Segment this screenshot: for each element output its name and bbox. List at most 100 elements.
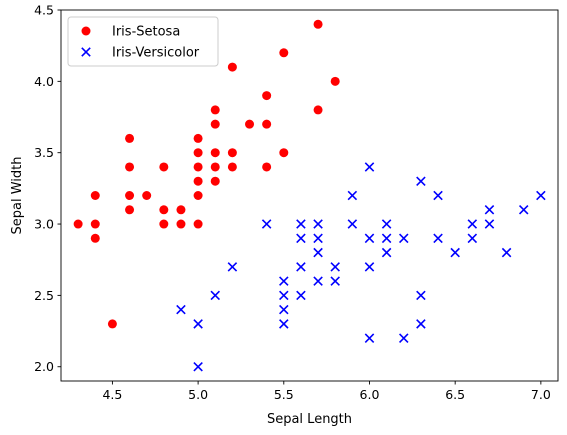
- versicolor-point: [330, 276, 340, 286]
- versicolor-point: [364, 262, 375, 272]
- setosa-point: [210, 119, 220, 129]
- legend-marker-versicolor: [81, 47, 91, 57]
- versicolor-point: [193, 319, 203, 329]
- setosa-point: [125, 162, 135, 172]
- setosa-point: [279, 148, 289, 158]
- x-marker-stroke: [313, 247, 323, 258]
- setosa-point: [159, 205, 169, 215]
- setosa-point: [227, 62, 237, 72]
- y-tick-label: 4.5: [34, 3, 54, 18]
- x-marker-stroke: [501, 247, 512, 258]
- versicolor-point: [433, 190, 443, 201]
- versicolor-point: [416, 319, 426, 329]
- setosa-point: [330, 76, 340, 86]
- versicolor-point: [279, 319, 289, 329]
- legend: Iris-Setosa Iris-Versicolor: [67, 16, 219, 67]
- x-marker-stroke: [279, 304, 289, 315]
- versicolor-point: [501, 247, 512, 258]
- x-axis-ticks: 4.5 5.0 5.5 6.0 6.5 7.0: [102, 381, 551, 402]
- setosa-point: [262, 119, 272, 129]
- x-marker-stroke: [176, 304, 186, 315]
- setosa-point: [193, 219, 203, 229]
- versicolor-point: [364, 333, 375, 343]
- x-marker-stroke: [279, 319, 289, 329]
- y-tick-label: 4.0: [34, 74, 54, 89]
- x-marker-stroke: [433, 190, 443, 201]
- x-marker-stroke: [210, 290, 221, 301]
- versicolor-point: [364, 233, 375, 244]
- x-marker-stroke: [364, 162, 375, 172]
- versicolor-point: [518, 205, 529, 215]
- setosa-point: [193, 133, 203, 143]
- setosa-point: [159, 219, 169, 229]
- x-marker-stroke: [433, 233, 443, 244]
- versicolor-point: [193, 361, 203, 372]
- versicolor-point: [416, 176, 426, 186]
- x-marker-stroke: [398, 333, 409, 343]
- versicolor-point: [313, 276, 323, 286]
- x-marker-stroke: [279, 290, 289, 301]
- x-axis-label: Sepal Length: [267, 412, 352, 427]
- versicolor-point: [467, 233, 478, 244]
- x-marker-stroke: [330, 262, 340, 272]
- setosa-point: [245, 119, 255, 129]
- versicolor-point: [450, 247, 460, 258]
- versicolor-point: [416, 290, 426, 301]
- versicolor-point: [279, 276, 289, 286]
- x-tick-label: 6.5: [445, 387, 465, 402]
- setosa-point: [313, 19, 323, 29]
- setosa-point: [176, 219, 186, 229]
- versicolor-point: [261, 219, 272, 229]
- setosa-point: [142, 191, 152, 200]
- versicolor-point: [381, 233, 392, 244]
- x-marker-stroke: [484, 205, 495, 215]
- versicolor-point: [536, 190, 546, 201]
- setosa-point: [227, 162, 237, 172]
- setosa-point: [193, 191, 203, 200]
- x-marker-stroke: [467, 219, 478, 229]
- legend-marker-setosa: [81, 26, 91, 36]
- setosa-point: [210, 148, 220, 158]
- versicolor-point: [296, 219, 306, 229]
- versicolor-point: [296, 290, 306, 301]
- x-marker-stroke: [518, 205, 529, 215]
- x-marker-stroke: [364, 233, 375, 244]
- x-marker-stroke: [416, 319, 426, 329]
- setosa-point: [210, 105, 220, 115]
- y-tick-label: 3.0: [34, 217, 54, 232]
- x-marker-stroke: [364, 333, 375, 343]
- versicolor-point: [381, 219, 392, 229]
- y-axis-label: Sepal Width: [10, 157, 25, 235]
- versicolor-point: [227, 262, 238, 272]
- x-marker-stroke: [193, 361, 203, 372]
- x-marker-stroke: [416, 290, 426, 301]
- y-axis-ticks: 2.0 2.5 3.0 3.5 4.0 4.5: [34, 3, 61, 374]
- x-marker-stroke: [227, 262, 238, 272]
- versicolor-point: [313, 247, 323, 258]
- setosa-point: [176, 205, 186, 215]
- legend-label-versicolor: Iris-Versicolor: [112, 46, 200, 61]
- x-marker-stroke: [381, 233, 392, 244]
- versicolor-point: [313, 219, 323, 229]
- setosa-point: [90, 219, 100, 229]
- x-marker-stroke: [347, 219, 358, 229]
- x-marker-stroke: [261, 219, 272, 229]
- x-marker-stroke: [279, 276, 289, 286]
- setosa-point: [73, 219, 83, 229]
- x-marker-stroke: [193, 319, 203, 329]
- versicolor-point: [279, 290, 289, 301]
- x-marker-stroke: [81, 47, 91, 57]
- setosa-point: [125, 205, 135, 215]
- plot-frame: [60, 9, 559, 382]
- data-points: [73, 19, 546, 372]
- x-marker-stroke: [296, 262, 306, 272]
- versicolor-point: [381, 247, 392, 258]
- versicolor-point: [398, 333, 409, 343]
- setosa-point: [125, 133, 135, 143]
- versicolor-point: [467, 219, 478, 229]
- versicolor-point: [433, 233, 443, 244]
- versicolor-point: [330, 262, 340, 272]
- versicolor-point: [484, 205, 495, 215]
